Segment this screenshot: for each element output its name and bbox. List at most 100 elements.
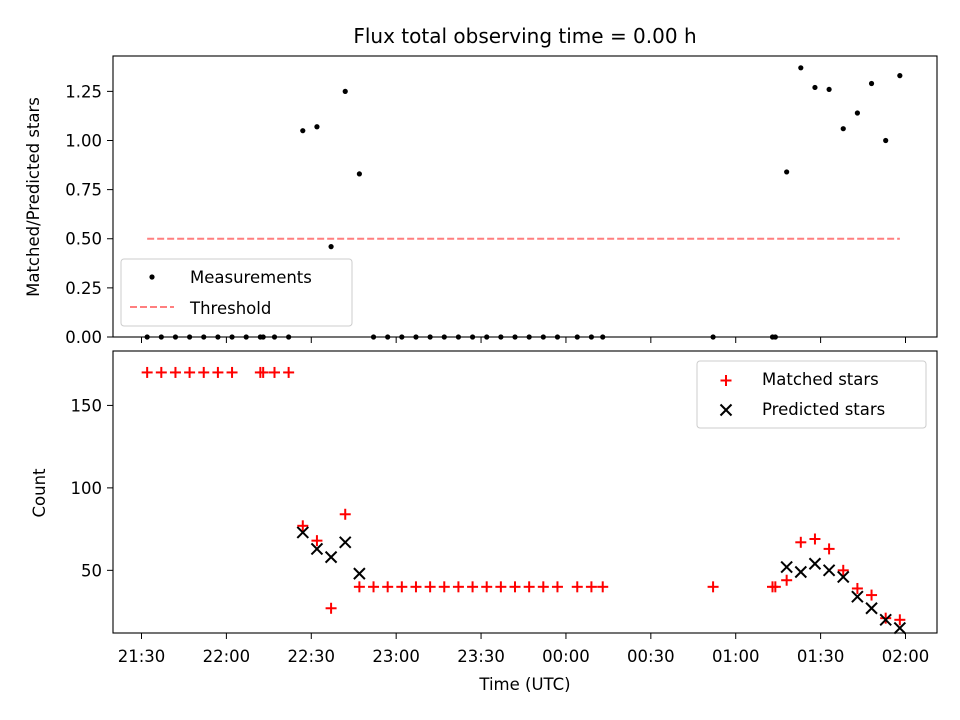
predicted-star-point bbox=[893, 621, 907, 635]
top-axes-frame bbox=[112, 55, 938, 338]
matched-star-point bbox=[226, 366, 238, 378]
matched-star-point bbox=[325, 602, 337, 614]
matched-star-point bbox=[438, 581, 450, 593]
x-tick-label: 02:00 bbox=[882, 647, 930, 666]
top-panel: 0.00 0.25 0.50 0.75 1.00 1.25 Matched/Predict… bbox=[24, 55, 938, 347]
predicted-star-point bbox=[837, 570, 850, 584]
measurement-point bbox=[328, 244, 334, 250]
x-axis-label: Time (UTC) bbox=[478, 675, 570, 694]
predicted-star-point bbox=[865, 602, 878, 615]
y-tick-label: 1.00 bbox=[65, 131, 102, 150]
matched-star-point bbox=[410, 581, 422, 593]
matched-star-point bbox=[894, 614, 906, 626]
matched-star-point bbox=[424, 581, 436, 593]
matched-star-point bbox=[707, 581, 719, 593]
x-tick-label: 00:30 bbox=[627, 647, 675, 666]
y-tick-label: 50 bbox=[81, 561, 102, 580]
predicted-star-point bbox=[851, 590, 864, 603]
matched-star-point bbox=[571, 581, 583, 593]
matched-star-point bbox=[212, 366, 224, 378]
measurement-point bbox=[342, 88, 348, 94]
predicted-star-point bbox=[324, 550, 338, 564]
bottom-panel: 50 100 150 21:30 22:00 22:30 23:00 23:30 00:00 0… bbox=[30, 350, 938, 694]
matched-star-point bbox=[141, 366, 153, 378]
measurements-legend-label: Measurements bbox=[190, 268, 312, 287]
measurement-point bbox=[854, 110, 860, 116]
matched-legend-label: Matched stars bbox=[762, 370, 879, 389]
predicted-star-point bbox=[780, 560, 793, 574]
threshold-legend-label: Threshold bbox=[189, 299, 271, 318]
matched-star-point bbox=[769, 581, 781, 593]
x-tick-label: 23:00 bbox=[372, 647, 420, 666]
measurement-point bbox=[840, 126, 846, 132]
matched-star-point bbox=[353, 581, 365, 593]
matched-star-point bbox=[339, 508, 351, 520]
matched-star-point bbox=[169, 366, 181, 378]
predicted-star-point bbox=[822, 564, 836, 577]
matched-star-point bbox=[809, 533, 821, 545]
predicted-star-point bbox=[339, 536, 352, 549]
matched-star-point bbox=[155, 366, 167, 378]
y-tick-label: 0.50 bbox=[65, 230, 102, 249]
matched-star-point bbox=[368, 581, 380, 593]
top-legend-box bbox=[120, 258, 353, 327]
bottom-plot-area bbox=[141, 366, 907, 635]
y-tick-label: 1.25 bbox=[65, 82, 102, 101]
matched-star-point bbox=[880, 612, 892, 624]
x-tick-label: 22:30 bbox=[287, 647, 335, 666]
measurement-point bbox=[356, 171, 362, 177]
x-tick-label: 01:00 bbox=[712, 647, 760, 666]
matched-star-point bbox=[597, 581, 609, 593]
matched-star-point bbox=[823, 543, 835, 555]
matched-star-point bbox=[198, 366, 210, 378]
predicted-star-point bbox=[296, 526, 309, 539]
predicted-star-point bbox=[353, 567, 366, 580]
x-tick-label: 23:30 bbox=[457, 647, 505, 666]
measurement-point bbox=[826, 86, 832, 93]
bottom-y-axis-label: Count bbox=[30, 468, 49, 518]
bottom-axes-frame bbox=[112, 350, 938, 634]
predicted-star-point bbox=[879, 613, 892, 627]
predicted-star-point bbox=[310, 542, 324, 556]
bottom-x-ticks: 21:30 22:00 22:30 23:00 23:30 00:00 00:30 01:00… bbox=[118, 633, 930, 666]
matched-star-point bbox=[184, 366, 196, 378]
matched-star-point bbox=[585, 581, 597, 593]
measurement-point bbox=[300, 128, 306, 134]
y-tick-label: 100 bbox=[71, 479, 103, 498]
matched-star-point bbox=[866, 589, 878, 601]
matched-star-point bbox=[467, 581, 479, 593]
top-x-ticks bbox=[141, 337, 906, 343]
matched-star-point bbox=[297, 520, 309, 532]
predicted-legend-marker bbox=[719, 403, 733, 417]
matched-star-point bbox=[537, 581, 549, 593]
y-tick-label: 150 bbox=[71, 396, 103, 415]
measurement-point bbox=[784, 169, 790, 175]
matched-star-point bbox=[523, 581, 535, 593]
x-tick-label: 00:00 bbox=[542, 647, 590, 666]
matched-star-point bbox=[781, 574, 793, 586]
predicted-star-point bbox=[794, 565, 808, 579]
measurement-point bbox=[798, 65, 804, 71]
x-tick-label: 01:30 bbox=[797, 647, 845, 666]
x-tick-label: 21:30 bbox=[118, 647, 166, 666]
matched-star-point bbox=[396, 581, 408, 593]
matched-star-point bbox=[481, 581, 493, 593]
x-tick-label: 22:00 bbox=[203, 647, 251, 666]
y-tick-label: 0.25 bbox=[65, 279, 102, 298]
bottom-legend: Matched stars Predicted stars bbox=[696, 360, 927, 429]
measurement-point bbox=[897, 73, 903, 79]
matched-star-point bbox=[268, 366, 280, 378]
matched-star-point bbox=[551, 581, 563, 593]
predicted-star-point bbox=[808, 557, 822, 570]
matched-legend-marker bbox=[720, 375, 732, 386]
bottom-legend-box bbox=[696, 360, 927, 429]
predicted-legend-label: Predicted stars bbox=[762, 400, 885, 419]
matched-star-point bbox=[257, 366, 269, 378]
top-y-ticks: 0.00 0.25 0.50 0.75 1.00 1.25 bbox=[65, 82, 113, 347]
y-tick-label: 0.75 bbox=[65, 181, 102, 200]
matched-star-point bbox=[382, 581, 394, 593]
matched-star-point bbox=[795, 536, 807, 548]
measurement-point bbox=[314, 124, 320, 130]
bottom-y-ticks: 50 100 150 bbox=[71, 396, 113, 580]
matched-star-point bbox=[495, 581, 507, 593]
